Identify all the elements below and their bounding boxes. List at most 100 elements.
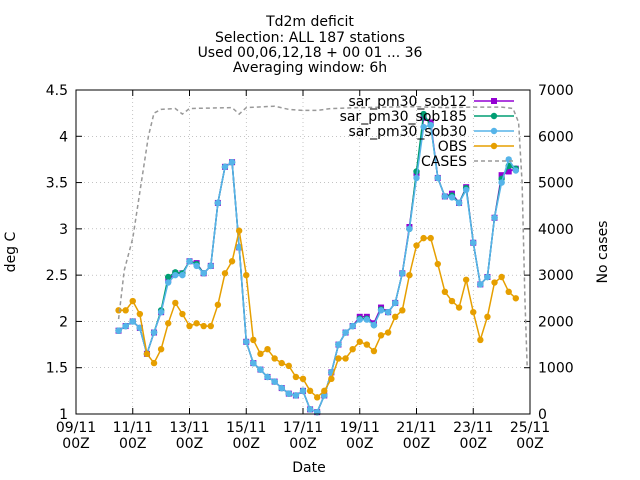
x-tick-label: 21/11 [396, 420, 436, 436]
y2-tick-label: 0 [538, 407, 547, 423]
data-point [335, 355, 342, 362]
data-point [448, 194, 456, 201]
data-point [462, 276, 470, 283]
data-point [427, 121, 434, 129]
data-point [186, 258, 193, 265]
y2-tick-label: 1000 [538, 361, 574, 377]
data-point [377, 307, 385, 314]
legend: sar_pm30_sob12sar_pm30_sob185sar_pm30_so… [340, 94, 514, 170]
data-point [370, 321, 378, 329]
y2-tick-label: 6000 [538, 129, 574, 145]
y2-axis-ticks: 0 1000 2000 3000 4000 5000 6000 7000 [524, 83, 574, 423]
data-point [498, 179, 505, 186]
data-point [122, 322, 129, 330]
data-point [470, 308, 477, 316]
data-point [157, 346, 165, 353]
data-point [427, 234, 434, 242]
data-point [172, 299, 179, 307]
data-point [399, 307, 406, 314]
data-point [221, 270, 229, 277]
data-point [313, 394, 321, 401]
data-point [122, 307, 129, 314]
data-point [484, 313, 491, 320]
data-point [413, 174, 420, 182]
data-point [243, 338, 250, 345]
data-point [498, 273, 505, 281]
data-point [214, 301, 222, 308]
data-point [129, 297, 136, 305]
data-point [306, 387, 314, 395]
data-point [392, 299, 399, 307]
x-tick-label: 19/11 [340, 420, 380, 436]
data-point [356, 316, 363, 323]
data-point [257, 350, 264, 358]
data-point [278, 384, 285, 392]
data-point [349, 346, 356, 353]
data-point [342, 329, 349, 336]
x-tick-label: 23/11 [453, 420, 493, 436]
data-point [179, 310, 186, 318]
data-point [200, 270, 207, 277]
data-point [186, 322, 193, 330]
y-tick-label: 4.5 [46, 83, 68, 99]
data-point [363, 316, 371, 323]
data-point [455, 304, 463, 311]
data-point [512, 167, 520, 174]
data-point [250, 336, 257, 344]
data-point [434, 174, 441, 182]
data-point [115, 327, 122, 334]
data-point [328, 375, 335, 383]
data-point [264, 373, 271, 381]
data-point [512, 295, 520, 302]
data-point [207, 262, 214, 270]
data-point [243, 271, 250, 279]
y-axis-ticks: 1 1.5 2 2.5 3 3.5 4 4.5 [46, 83, 82, 423]
y2-tick-label: 4000 [538, 222, 574, 238]
data-point [150, 329, 158, 336]
data-point [505, 288, 512, 296]
data-point [228, 258, 236, 265]
data-point [370, 347, 378, 355]
x-tick-label: 00Z [176, 436, 203, 452]
data-point [228, 159, 236, 166]
data-point [250, 359, 257, 367]
data-point [299, 375, 307, 383]
data-point [292, 373, 300, 381]
legend-sample-marker [491, 98, 497, 104]
legend-label: sar_pm30_sob185 [340, 109, 467, 125]
data-point [498, 172, 505, 179]
x-tick-label: 00Z [403, 436, 430, 452]
data-point [342, 355, 349, 362]
data-point [257, 366, 264, 373]
y2-axis-label: No cases [595, 221, 611, 284]
data-point [420, 123, 427, 131]
data-point [207, 322, 214, 330]
data-point [299, 387, 307, 395]
data-point [441, 193, 449, 200]
title-line-1: Td2m deficit [265, 14, 354, 30]
y-tick-label: 4 [59, 129, 68, 145]
data-point [172, 271, 179, 279]
data-point [505, 168, 512, 175]
legend-label: sar_pm30_sob12 [348, 94, 467, 110]
data-point [271, 378, 278, 385]
data-point [491, 214, 498, 221]
data-point [413, 242, 420, 249]
data-point [214, 199, 222, 207]
data-point [484, 273, 491, 281]
data-point [448, 297, 456, 305]
data-point [271, 355, 278, 362]
y-tick-label: 2.5 [46, 268, 68, 284]
data-point [399, 270, 406, 277]
data-point [129, 318, 136, 325]
x-tick-label: 00Z [460, 436, 487, 452]
legend-label: CASES [421, 154, 467, 170]
data-point [356, 338, 363, 345]
data-point [150, 359, 158, 367]
data-point [392, 313, 399, 320]
y-tick-label: 3.5 [46, 176, 68, 192]
y2-tick-label: 7000 [538, 83, 574, 99]
data-point [285, 390, 293, 397]
chart-title: Td2m deficit Selection: ALL 187 stations… [198, 14, 423, 76]
data-point [143, 350, 151, 358]
